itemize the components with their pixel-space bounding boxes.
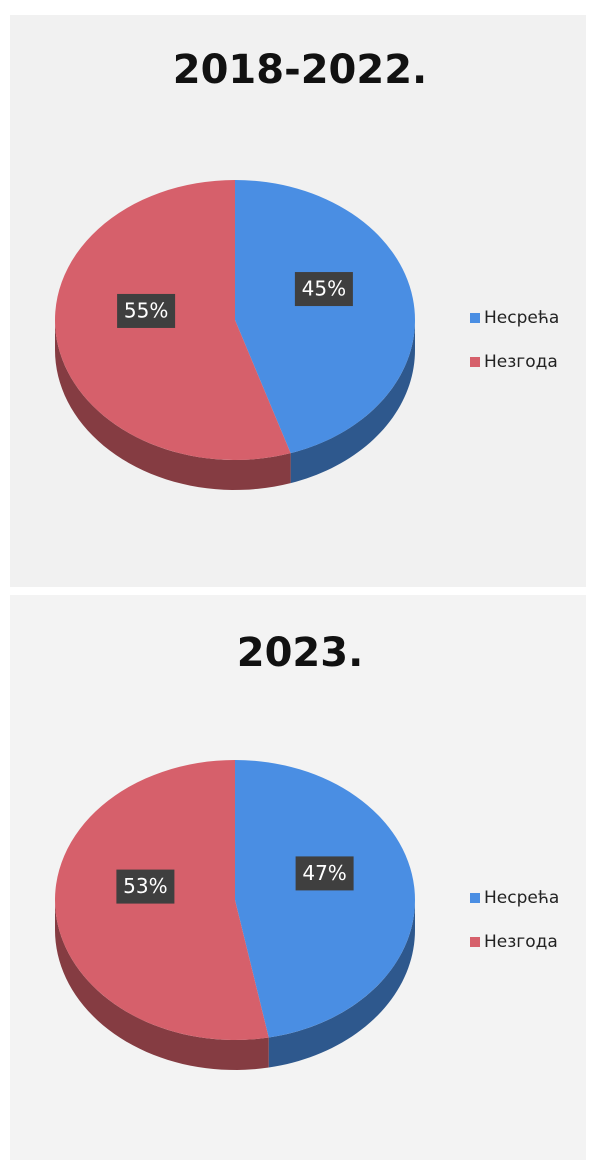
data-label: 45% bbox=[302, 277, 346, 301]
label-box bbox=[294, 272, 353, 307]
legend-label: Незгода bbox=[484, 932, 558, 952]
data-label: 55% bbox=[124, 298, 168, 322]
data-label: 47% bbox=[302, 861, 346, 885]
chart-title: 2023. bbox=[237, 630, 364, 676]
legend-label: Несрећа bbox=[484, 308, 559, 328]
slice bbox=[235, 180, 416, 454]
legend-swatch bbox=[470, 937, 480, 947]
data-label: 53% bbox=[123, 874, 167, 898]
legend-swatch bbox=[470, 893, 480, 903]
slice-side bbox=[268, 900, 415, 1068]
label-box bbox=[116, 869, 175, 904]
legend-label: Несрећа bbox=[484, 888, 559, 908]
slice-side bbox=[55, 320, 291, 490]
legend-swatch bbox=[470, 313, 480, 323]
slice-side bbox=[55, 900, 269, 1070]
legend-swatch bbox=[470, 357, 480, 367]
label-box bbox=[295, 856, 354, 891]
legend-label: Незгода bbox=[484, 352, 558, 372]
label-box bbox=[117, 293, 176, 328]
chart-title: 2018-2022. bbox=[173, 47, 427, 93]
slice-side bbox=[290, 320, 415, 484]
slice bbox=[235, 760, 416, 1038]
